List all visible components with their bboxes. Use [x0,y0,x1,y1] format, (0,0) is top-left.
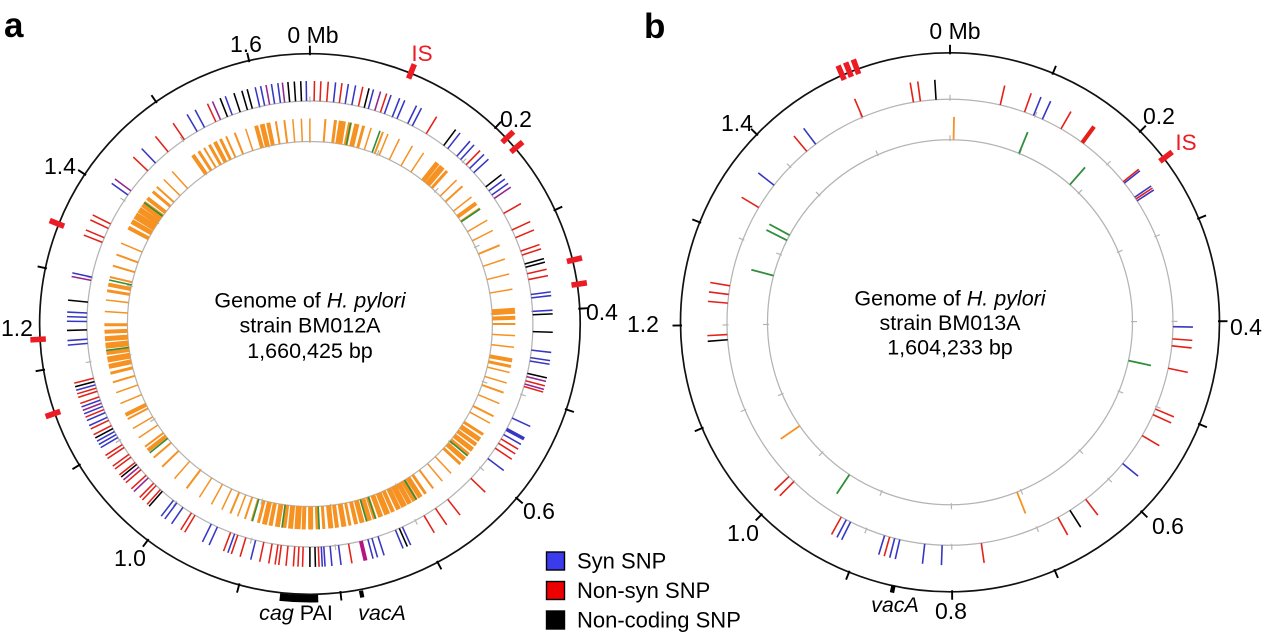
svg-text:1,604,233 bp: 1,604,233 bp [887,336,1013,360]
svg-text:cag PAI: cag PAI [259,601,333,625]
svg-text:1.0: 1.0 [114,545,146,571]
svg-text:1.2: 1.2 [1,315,33,341]
svg-text:1.0: 1.0 [727,520,759,546]
svg-text:0.2: 0.2 [1143,103,1175,129]
svg-text:1.6: 1.6 [230,31,262,57]
svg-text:strain BM012A: strain BM012A [239,314,381,338]
svg-text:Syn SNP: Syn SNP [577,549,666,574]
svg-text:1.2: 1.2 [627,311,659,337]
svg-text:0.4: 0.4 [586,299,618,325]
svg-text:IS: IS [411,41,432,66]
svg-text:0.6: 0.6 [1152,513,1184,539]
svg-text:Non-coding SNP: Non-coding SNP [577,608,741,633]
svg-text:0.6: 0.6 [523,498,555,524]
svg-text:0 Mb: 0 Mb [287,22,338,48]
svg-text:1.4: 1.4 [44,153,76,179]
svg-text:vacA: vacA [358,601,406,625]
svg-text:IS: IS [1175,130,1196,155]
svg-text:1.4: 1.4 [721,110,753,136]
svg-text:0 Mb: 0 Mb [929,18,980,44]
svg-text:0.2: 0.2 [500,106,532,132]
svg-text:0.4: 0.4 [1230,314,1262,340]
svg-text:Non-syn SNP: Non-syn SNP [577,578,710,603]
svg-text:1,660,425 bp: 1,660,425 bp [247,339,373,363]
svg-text:a: a [4,6,24,45]
svg-text:Genome of H. pylori: Genome of H. pylori [214,289,406,313]
svg-text:Genome of H. pylori: Genome of H. pylori [854,287,1046,311]
svg-text:vacA: vacA [871,593,919,617]
svg-text:strain BM013A: strain BM013A [879,311,1021,335]
svg-text:0.8: 0.8 [935,598,967,624]
svg-text:b: b [644,7,665,46]
